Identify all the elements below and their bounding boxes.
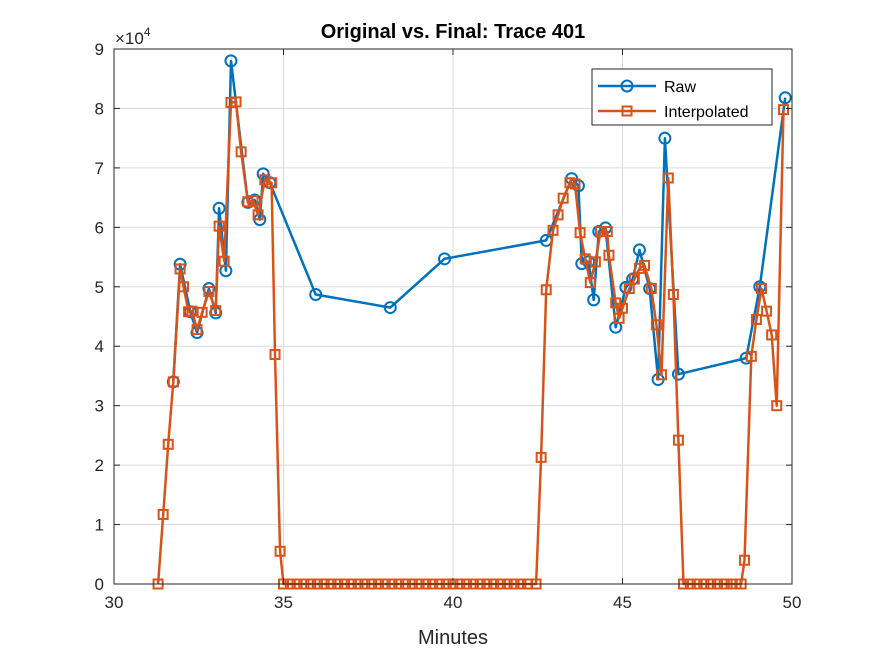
data-point [547,224,559,236]
y-tick-label: 7 [95,159,104,178]
data-point [309,288,323,302]
legend: Raw Interpolated [591,68,773,126]
data-point [569,178,581,190]
data-point [603,249,615,261]
data-point [632,243,646,257]
data-point [745,350,757,362]
data-point [230,96,242,108]
data-point [162,438,174,450]
data-point [203,286,215,298]
legend-marker [621,105,633,117]
data-point [196,306,208,318]
data-point [766,329,778,341]
tick-marks [113,48,793,585]
data-point [667,289,679,301]
data-point [174,263,186,275]
data-point [671,367,685,381]
data-point [167,376,179,388]
y-tick-label: 9 [95,40,104,59]
data-point [274,545,286,557]
y-tick-label: 1 [95,516,104,535]
data-point [540,284,552,296]
data-point [650,319,662,331]
x-tick-labels: 30 35 40 45 50 [105,593,802,612]
y-tick-label: 8 [95,99,104,118]
x-tick-label: 45 [613,593,632,612]
data-point [186,305,198,317]
data-point [383,301,397,315]
data-point [579,253,591,265]
data-point [587,293,601,307]
data-point [191,324,203,336]
data-point [628,273,640,285]
legend-marker [620,79,634,93]
data-point [582,255,596,269]
y-tick-labels: 0 1 2 3 4 5 6 7 8 9 [95,40,104,594]
data-point [739,554,751,566]
data-point [778,91,792,105]
y-tick-label: 2 [95,456,104,475]
data-point [574,227,586,239]
data-point [771,400,783,412]
data-point [535,451,547,463]
data-point [259,174,271,186]
y-tick-label: 5 [95,278,104,297]
y-exponent-label: ×104 [115,25,151,48]
data-point [672,434,684,446]
x-tick-label: 50 [783,593,802,612]
data-point [750,313,762,325]
data-point [594,225,606,237]
data-point [662,172,674,184]
data-point [617,302,628,314]
data-point [589,256,601,268]
data-point [266,177,278,189]
data-point [552,209,564,221]
y-tick-label: 0 [95,575,104,594]
data-point [213,220,225,232]
data-point [639,259,651,271]
data-point [247,195,259,207]
data-point [157,508,169,520]
data-point [655,369,667,381]
data-point [210,305,222,317]
data-point [613,312,625,324]
data-point [177,281,189,293]
y-tick-label: 4 [95,337,104,356]
data-point [778,104,790,116]
data-point [557,192,569,204]
data-point [658,131,672,145]
y-tick-label: 3 [95,397,104,416]
y-tick-label: 6 [95,218,104,237]
data-point [235,146,247,158]
data-point [601,225,613,237]
legend-label: Raw [664,79,696,96]
data-point [645,283,657,295]
x-tick-label: 35 [274,593,293,612]
x-tick-label: 40 [444,593,463,612]
data-point [218,255,230,267]
data-point [256,167,270,181]
x-axis-label: Minutes [418,627,488,649]
data-point [212,201,226,215]
data-point [584,277,596,289]
data-point [755,283,767,295]
legend-item: Interpolated [598,104,749,121]
chart-title: Original vs. Final: Trace 401 [321,21,586,43]
data-point [252,209,264,221]
legend-item: Raw [598,79,696,96]
data-point [269,349,281,361]
legend-label: Interpolated [664,104,749,121]
data-point [438,252,452,266]
data-point [224,54,238,68]
data-point [761,305,773,317]
x-tick-label: 30 [105,593,124,612]
data-point [609,320,623,334]
